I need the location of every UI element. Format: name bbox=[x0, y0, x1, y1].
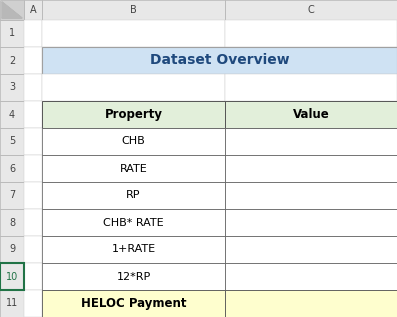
Bar bbox=[225, 182, 397, 209]
Bar bbox=[42, 101, 225, 128]
Text: CHB* RATE: CHB* RATE bbox=[103, 217, 164, 228]
Text: 6: 6 bbox=[9, 164, 15, 173]
Bar bbox=[0, 47, 24, 74]
Bar bbox=[0, 74, 24, 101]
Bar bbox=[225, 209, 397, 236]
Bar bbox=[24, 182, 42, 209]
Bar bbox=[24, 101, 42, 128]
Bar bbox=[24, 209, 42, 236]
Text: 4: 4 bbox=[9, 109, 15, 120]
Text: RP: RP bbox=[126, 191, 141, 200]
Text: 10: 10 bbox=[6, 271, 18, 281]
Text: Value: Value bbox=[293, 108, 330, 121]
Bar bbox=[42, 155, 225, 182]
Text: 9: 9 bbox=[9, 244, 15, 255]
Bar bbox=[225, 74, 397, 101]
Text: 12*RP: 12*RP bbox=[116, 271, 150, 281]
Text: CHB: CHB bbox=[121, 137, 145, 146]
Bar bbox=[42, 182, 225, 209]
Polygon shape bbox=[2, 2, 22, 18]
Text: HELOC Payment: HELOC Payment bbox=[81, 297, 186, 310]
Bar bbox=[0, 20, 24, 47]
Text: A: A bbox=[30, 5, 36, 15]
Bar bbox=[42, 236, 225, 263]
Text: B: B bbox=[130, 5, 137, 15]
Text: 3: 3 bbox=[9, 82, 15, 93]
Bar bbox=[42, 128, 225, 155]
Bar bbox=[0, 128, 24, 155]
Bar bbox=[225, 155, 397, 182]
Bar bbox=[0, 236, 24, 263]
Bar bbox=[42, 290, 225, 317]
Bar bbox=[24, 128, 42, 155]
Bar bbox=[42, 74, 225, 101]
Bar bbox=[225, 20, 397, 47]
Bar bbox=[24, 20, 42, 47]
Text: 1: 1 bbox=[9, 29, 15, 38]
Bar bbox=[24, 263, 42, 290]
Bar bbox=[24, 236, 42, 263]
Text: 5: 5 bbox=[9, 137, 15, 146]
Bar bbox=[24, 155, 42, 182]
Bar bbox=[42, 263, 225, 290]
Bar bbox=[0, 290, 24, 317]
Bar bbox=[42, 209, 225, 236]
Bar bbox=[24, 290, 42, 317]
Bar bbox=[0, 0, 24, 20]
Text: 8: 8 bbox=[9, 217, 15, 228]
Bar bbox=[42, 47, 397, 74]
Bar bbox=[225, 101, 397, 128]
Bar bbox=[24, 74, 42, 101]
Bar bbox=[225, 0, 397, 20]
Bar bbox=[42, 20, 225, 47]
Text: RATE: RATE bbox=[119, 164, 147, 173]
Bar bbox=[24, 0, 42, 20]
Text: C: C bbox=[308, 5, 314, 15]
Bar bbox=[0, 101, 24, 128]
Bar bbox=[0, 209, 24, 236]
Bar bbox=[225, 128, 397, 155]
Bar bbox=[24, 47, 42, 74]
Bar bbox=[225, 236, 397, 263]
Text: Dataset Overview: Dataset Overview bbox=[150, 54, 289, 68]
Text: 11: 11 bbox=[6, 299, 18, 308]
Text: Property: Property bbox=[104, 108, 162, 121]
Bar bbox=[225, 290, 397, 317]
Bar bbox=[42, 0, 225, 20]
Text: 1+RATE: 1+RATE bbox=[112, 244, 156, 255]
Bar bbox=[0, 182, 24, 209]
Bar bbox=[225, 263, 397, 290]
Text: 7: 7 bbox=[9, 191, 15, 200]
Bar bbox=[0, 263, 24, 290]
Bar bbox=[0, 155, 24, 182]
Text: 2: 2 bbox=[9, 55, 15, 66]
